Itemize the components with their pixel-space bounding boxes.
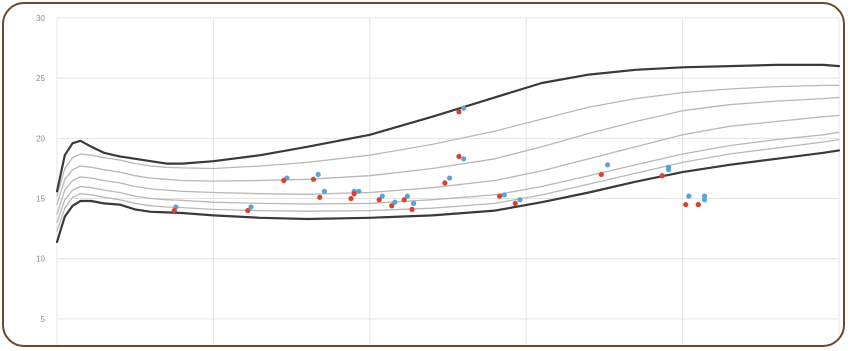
y-axis-ticks: 5 10 15 20 25 30 xyxy=(36,14,45,324)
inner-percentile-curve xyxy=(56,131,840,224)
blue-data-point xyxy=(404,193,410,199)
data-points xyxy=(171,105,708,214)
inner-percentile-curve xyxy=(56,84,840,197)
y-tick-label: 25 xyxy=(36,74,45,83)
blue-data-point xyxy=(410,200,417,206)
blue-data-point xyxy=(379,193,385,199)
red-data-point xyxy=(389,203,395,209)
blue-data-point xyxy=(392,199,398,205)
red-data-point xyxy=(310,176,317,182)
blue-data-point xyxy=(356,188,362,194)
red-data-point xyxy=(281,177,287,184)
red-data-point xyxy=(456,109,462,115)
blue-data-point xyxy=(248,204,254,210)
red-data-point xyxy=(171,207,177,214)
red-data-point xyxy=(409,206,415,212)
red-data-point xyxy=(376,197,382,203)
blue-data-point xyxy=(461,105,467,111)
red-data-point xyxy=(348,195,354,202)
y-tick-label: 5 xyxy=(41,315,46,324)
blue-data-point xyxy=(446,175,453,181)
red-data-point xyxy=(695,201,701,208)
y-tick-label: 20 xyxy=(36,134,45,143)
blue-data-point xyxy=(604,162,611,168)
red-data-point xyxy=(317,194,323,200)
red-data-point xyxy=(245,207,251,214)
red-data-point xyxy=(512,200,518,206)
outer-percentile-curve xyxy=(55,149,841,243)
blue-data-point xyxy=(517,197,523,203)
blue-data-point xyxy=(461,156,467,162)
chart-frame: 5 10 15 20 25 30 xyxy=(2,2,845,347)
blue-data-point xyxy=(501,192,507,198)
red-data-point xyxy=(456,153,462,160)
inner-percentile-curve xyxy=(56,138,840,232)
red-data-point xyxy=(683,201,689,208)
y-tick-label: 30 xyxy=(36,14,45,23)
blue-data-point xyxy=(686,193,692,199)
blue-data-point xyxy=(321,188,328,194)
percentile-curves xyxy=(55,63,841,243)
red-data-point xyxy=(659,173,665,179)
red-data-point xyxy=(598,171,604,178)
inner-percentile-curve xyxy=(56,114,840,215)
inner-percentile-curve xyxy=(56,96,840,206)
chart-grid xyxy=(56,17,840,345)
blue-data-point xyxy=(315,171,321,178)
y-tick-label: 15 xyxy=(36,195,45,204)
red-data-point xyxy=(401,197,407,203)
red-data-point xyxy=(351,191,357,197)
chart-plot: 5 10 15 20 25 30 xyxy=(36,14,841,345)
blue-data-point xyxy=(701,193,708,199)
blue-data-point xyxy=(665,164,672,170)
y-tick-label: 10 xyxy=(36,255,45,264)
red-data-point xyxy=(497,193,503,199)
outer-percentile-curve xyxy=(55,63,841,193)
red-data-point xyxy=(442,180,448,186)
blue-data-point xyxy=(701,197,708,203)
